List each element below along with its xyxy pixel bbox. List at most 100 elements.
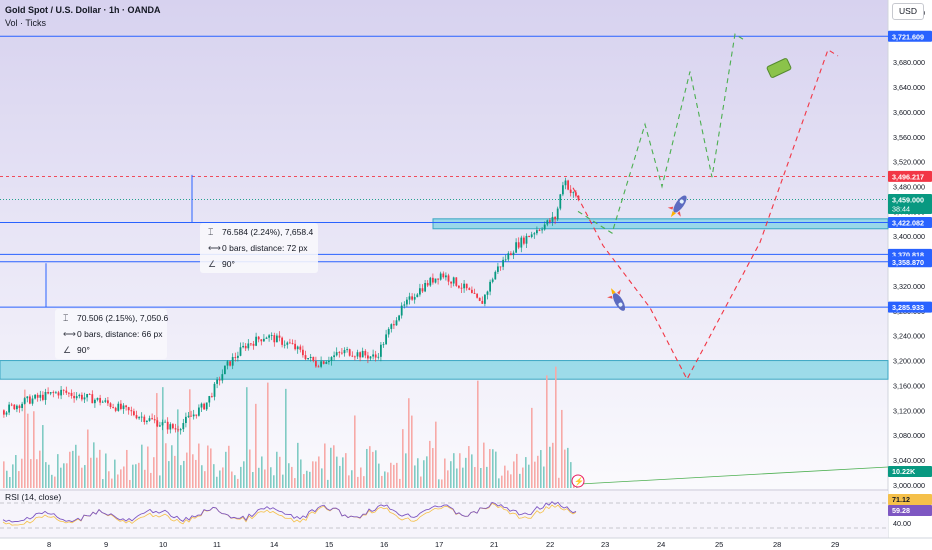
volume-bar: [435, 421, 437, 488]
currency-button[interactable]: USD: [892, 3, 924, 20]
volume-bar: [408, 398, 410, 488]
candle-body: [320, 361, 322, 367]
volume-bar: [234, 475, 236, 488]
volume-bar: [399, 478, 401, 488]
price-tag-label: 3,358.870: [892, 258, 924, 267]
volume-trend-line[interactable]: [579, 466, 889, 485]
volume-bar: [237, 478, 239, 488]
measure-box-2[interactable]: ⌶ 70.506 (2.15%), 7,050.6 ⟷0 bars, distan…: [55, 309, 168, 359]
volume-bar: [75, 444, 77, 488]
volume-bar: [249, 449, 251, 488]
volume-bar: [567, 447, 569, 488]
volume-bar: [336, 456, 338, 488]
candle-body: [166, 421, 169, 430]
candle-body: [120, 403, 122, 409]
volume-bar: [18, 471, 20, 488]
rsi-title: RSI (14, close): [5, 492, 61, 502]
candle-body: [333, 355, 335, 358]
candle-body: [65, 390, 68, 393]
candle-body: [309, 356, 312, 359]
candle-body: [367, 355, 369, 359]
candle-body: [260, 339, 263, 342]
volume-bar: [339, 465, 341, 488]
volume-bar: [168, 461, 170, 488]
price-axis-label: 3,400.000: [893, 232, 925, 241]
candle-body: [101, 401, 104, 403]
volume-bar: [282, 474, 284, 488]
volume-bar: [78, 455, 80, 488]
candle-body: [445, 275, 447, 278]
candle-body: [10, 404, 13, 406]
candle-body: [465, 283, 468, 289]
candle-body: [471, 289, 473, 293]
time-axis-label: 24: [657, 540, 665, 549]
bearish-projection-path[interactable]: [572, 48, 839, 381]
measure-bars: 0 bars, distance: 72 px: [222, 243, 308, 253]
candle-body: [114, 407, 117, 411]
rsi-scale-label: 40.00: [893, 519, 911, 528]
time-axis-label: 25: [715, 540, 723, 549]
candle-body: [419, 288, 421, 295]
candle-body: [554, 216, 556, 220]
measure-angle: 90°: [77, 345, 90, 355]
volume-bar: [3, 461, 5, 488]
volume-bar: [210, 448, 212, 488]
demand-zone[interactable]: [432, 218, 889, 230]
volume-bar: [147, 446, 149, 488]
volume-bar: [42, 425, 44, 488]
candle-body: [569, 189, 572, 193]
volume-bar: [528, 464, 530, 488]
candle-body: [567, 180, 569, 190]
volume-bar: [213, 464, 215, 488]
rsi-value-label: 71.12: [892, 495, 910, 504]
candle-body: [81, 394, 83, 400]
candle-body: [543, 224, 546, 230]
price-axis-label: 3,600.000: [893, 108, 925, 117]
volume-bar: [324, 443, 326, 488]
volume-bar: [369, 446, 371, 488]
time-axis-label: 23: [601, 540, 609, 549]
candle-body: [315, 360, 317, 367]
candle-body: [510, 253, 512, 256]
volume-bar: [33, 411, 35, 488]
candle-body: [117, 403, 120, 411]
price-tag-label: 3,496.217: [892, 172, 924, 181]
candle-body: [156, 420, 159, 427]
volume-bar: [462, 467, 464, 488]
volume-bar: [390, 462, 392, 488]
measure-box-1[interactable]: ⌶ 76.584 (2.24%), 7,658.4 ⟷0 bars, distan…: [200, 223, 318, 273]
volume-bar: [231, 471, 233, 488]
candle-body: [5, 412, 8, 415]
candle-body: [476, 293, 478, 298]
candle-body: [572, 192, 575, 194]
volume-bar: [450, 461, 452, 488]
candle-body: [289, 342, 291, 344]
candle-body: [575, 192, 577, 196]
volume-bar: [321, 468, 323, 488]
candle-body: [268, 335, 270, 338]
volume-bar: [483, 442, 485, 488]
volume-bar: [87, 429, 89, 488]
volume-bar: [411, 415, 413, 488]
candle-body: [257, 336, 260, 340]
candle-body: [385, 334, 387, 345]
candle-body: [400, 305, 403, 316]
volume-bar: [453, 453, 455, 488]
candle-body: [122, 405, 125, 409]
volume-bar: [45, 462, 47, 488]
volume-bar: [135, 464, 137, 488]
candle-body: [294, 343, 296, 350]
volume-bar: [270, 467, 272, 488]
volume-bar: [189, 389, 191, 488]
candle-body: [380, 344, 382, 357]
candle-body: [250, 343, 252, 345]
candle-body: [200, 403, 203, 408]
candle-body: [411, 296, 413, 300]
lightning-icon[interactable]: [571, 474, 585, 488]
demand-zone[interactable]: [0, 360, 889, 380]
rocket-down-icon: [607, 288, 626, 311]
volume-bar: [183, 460, 185, 488]
candle-body: [398, 315, 400, 321]
